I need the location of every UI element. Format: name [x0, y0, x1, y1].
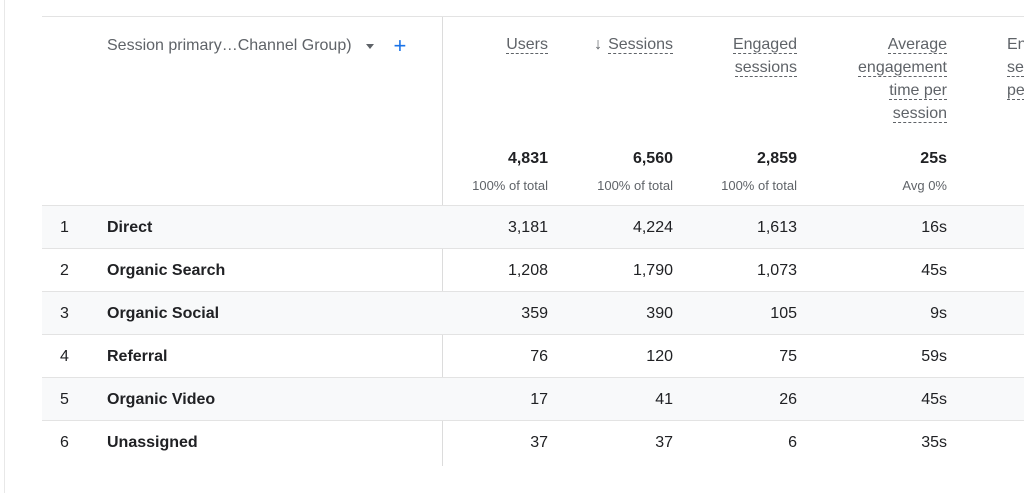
row-index: 6	[60, 434, 69, 451]
row-users: 76	[530, 348, 548, 365]
dimension-header[interactable]: Session primary…Channel Group) +	[107, 33, 407, 58]
table-row[interactable]: 3 Organic Social 359 390 105 9s	[42, 291, 1024, 335]
row-sessions: 41	[655, 391, 673, 408]
row-index: 2	[60, 262, 69, 279]
column-header-line: Average	[887, 36, 947, 54]
row-sessions: 4,224	[632, 219, 673, 236]
column-header-line: Engaged	[732, 36, 797, 54]
row-sessions: 1,790	[632, 262, 673, 279]
table-row[interactable]: 5 Organic Video 17 41 26 45s	[42, 377, 1024, 421]
row-users: 1,208	[507, 262, 548, 279]
row-engaged-sessions: 6	[788, 434, 797, 451]
add-dimension-icon[interactable]: +	[393, 33, 407, 58]
row-users: 3,181	[507, 219, 548, 236]
row-engaged-sessions: 75	[779, 348, 797, 365]
row-average-engagement-time: 35s	[921, 434, 947, 451]
dimension-label: Session primary…Channel Group)	[107, 37, 352, 54]
column-header-engaged-sessions[interactable]: Engaged sessions	[687, 33, 797, 79]
column-header-line: se	[1007, 59, 1024, 77]
row-average-engagement-time: 16s	[921, 219, 947, 236]
row-engaged-sessions: 105	[770, 305, 797, 322]
table-row[interactable]: 4 Referral 76 120 75 59s	[42, 334, 1024, 378]
total-sessions: 6,560	[632, 150, 673, 167]
row-sessions: 37	[655, 434, 673, 451]
row-index: 5	[60, 391, 69, 408]
total-average-engagement-time: 25s	[920, 150, 947, 167]
row-channel-name[interactable]: Organic Video	[107, 391, 216, 408]
row-channel-name[interactable]: Organic Social	[107, 305, 220, 322]
row-index: 1	[60, 219, 69, 236]
row-index: 3	[60, 305, 69, 322]
row-sessions: 390	[646, 305, 673, 322]
table-row[interactable]: 1 Direct 3,181 4,224 1,613 16s	[42, 205, 1024, 249]
total-engaged-sessions: 2,859	[756, 150, 797, 167]
column-header-truncated[interactable]: En se pe	[1007, 33, 1024, 102]
left-border	[4, 0, 5, 493]
column-header-line: Sessions	[608, 36, 673, 54]
row-channel-name[interactable]: Referral	[107, 348, 168, 365]
column-header-line: session	[892, 105, 947, 123]
row-average-engagement-time: 45s	[921, 262, 947, 279]
total-sessions-share: 100% of total	[597, 178, 673, 193]
row-average-engagement-time: 59s	[921, 348, 947, 365]
row-users: 17	[530, 391, 548, 408]
row-channel-name[interactable]: Direct	[107, 219, 153, 236]
row-average-engagement-time: 9s	[930, 305, 947, 322]
table-row[interactable]: 2 Organic Search 1,208 1,790 1,073 45s	[42, 248, 1024, 292]
total-engaged-sessions-share: 100% of total	[721, 178, 797, 193]
row-index: 4	[60, 348, 69, 365]
total-average-engagement-time-share: Avg 0%	[902, 178, 947, 193]
row-engaged-sessions: 1,613	[756, 219, 797, 236]
caret-down-icon[interactable]	[365, 43, 374, 49]
row-users: 359	[521, 305, 548, 322]
total-users-share: 100% of total	[472, 178, 548, 193]
column-header-line: Users	[506, 36, 548, 54]
total-users: 4,831	[507, 150, 548, 167]
table-row[interactable]: 6 Unassigned 37 37 6 35s	[42, 420, 1024, 464]
column-header-users[interactable]: Users	[448, 33, 548, 56]
row-sessions: 120	[646, 348, 673, 365]
row-users: 37	[530, 434, 548, 451]
table-top-border	[42, 16, 1024, 17]
column-header-line: engagement	[858, 59, 947, 77]
column-header-line: time per	[889, 82, 947, 100]
row-engaged-sessions: 26	[779, 391, 797, 408]
column-header-line: En	[1007, 36, 1024, 53]
row-channel-name[interactable]: Unassigned	[107, 434, 198, 451]
column-header-average-engagement-time[interactable]: Average engagement time per session	[827, 33, 947, 125]
row-average-engagement-time: 45s	[921, 391, 947, 408]
row-engaged-sessions: 1,073	[756, 262, 797, 279]
row-channel-name[interactable]: Organic Search	[107, 262, 226, 279]
column-header-line: pe	[1007, 82, 1024, 100]
report-table: Session primary…Channel Group) + Users ↓…	[42, 17, 1024, 466]
arrow-down-icon: ↓	[594, 36, 603, 53]
column-header-sessions[interactable]: ↓ Sessions	[533, 33, 673, 56]
column-header-line: sessions	[734, 59, 797, 77]
